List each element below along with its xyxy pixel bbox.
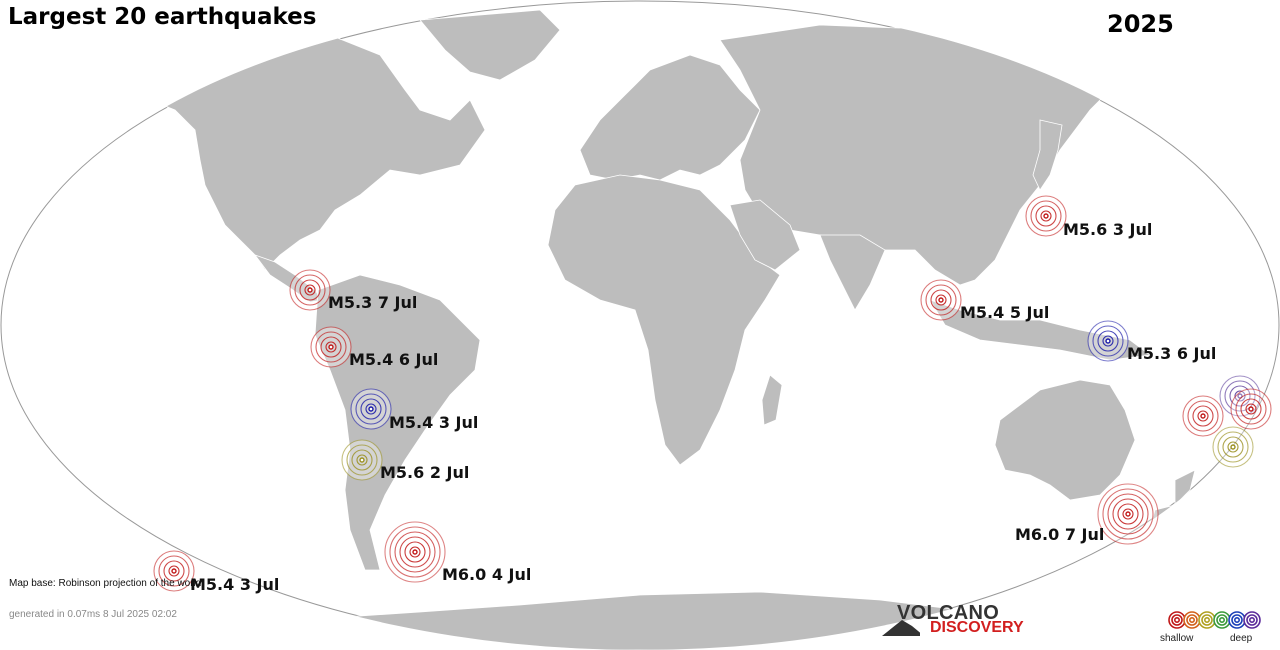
quake-marker-1[interactable] (289, 269, 331, 311)
quake-marker-9[interactable] (153, 550, 195, 592)
legend-ring-2-2 (1204, 616, 1211, 623)
quake-marker-5[interactable] (350, 388, 392, 430)
quake-label-2[interactable]: M5.4 5 Jul (960, 303, 1049, 322)
quake-marker-2[interactable] (920, 279, 962, 321)
legend-ring-1-1 (1186, 614, 1198, 626)
map-base-note: Map base: Robinson projection of the wor… (9, 578, 202, 589)
quake-marker-7[interactable] (1097, 483, 1159, 545)
legend-deep-label: deep (1230, 633, 1253, 644)
quake-marker-extra-0[interactable] (1182, 395, 1224, 437)
legend-ring-5-2 (1249, 616, 1256, 623)
quake-label-5[interactable]: M5.4 3 Jul (389, 413, 478, 432)
legend-ring-3-2 (1219, 616, 1226, 623)
legend-ring-5-1 (1246, 614, 1258, 626)
land-australia (994, 379, 1136, 501)
land-south-america (314, 274, 481, 571)
year-label: 2025 (1107, 10, 1174, 38)
quake-label-9[interactable]: M5.4 3 Jul (190, 575, 279, 594)
quake-marker-extra-2[interactable] (1230, 388, 1272, 430)
quake-label-7[interactable]: M6.0 7 Jul (1015, 525, 1104, 544)
quake-label-4[interactable]: M5.3 6 Jul (1127, 344, 1216, 363)
legend-ring-3-1 (1216, 614, 1228, 626)
volcano-discovery-logo[interactable]: VOLCANO DISCOVERY (880, 602, 1030, 640)
depth-legend (1168, 611, 1261, 629)
land-indonesia (929, 299, 1152, 361)
quake-label-3[interactable]: M5.4 6 Jul (349, 350, 438, 369)
quake-marker-6[interactable] (341, 439, 383, 481)
land-japan (1032, 119, 1063, 191)
legend-shallow-label: shallow (1160, 633, 1194, 644)
quake-label-8[interactable]: M6.0 4 Jul (442, 565, 531, 584)
quake-marker-3[interactable] (310, 326, 352, 368)
quake-label-6[interactable]: M5.6 2 Jul (380, 463, 469, 482)
legend-ring-0-1 (1171, 614, 1183, 626)
quake-label-0[interactable]: M5.6 3 Jul (1063, 220, 1152, 239)
legend-ring-0-2 (1174, 616, 1181, 623)
quake-label-1[interactable]: M5.3 7 Jul (328, 293, 417, 312)
logo-line1: VOLCANO (897, 602, 1000, 624)
land-north-america (149, 34, 486, 271)
legend-ring-4-1 (1231, 614, 1243, 626)
quake-marker-0[interactable] (1025, 195, 1067, 237)
quake-marker-extra-3[interactable] (1212, 426, 1254, 468)
land-arabia (729, 199, 801, 271)
logo-line2: DISCOVERY (930, 619, 1024, 636)
generated-note: generated in 0.07ms 8 Jul 2025 02:02 (9, 609, 177, 620)
land-africa (547, 174, 781, 466)
quake-marker-4[interactable] (1087, 320, 1129, 362)
legend-ring-4-2 (1234, 616, 1241, 623)
legend-ring-1-2 (1189, 616, 1196, 623)
land-madagascar (761, 374, 783, 426)
quake-marker-8[interactable] (384, 521, 446, 583)
page-title: Largest 20 earthquakes (8, 4, 317, 30)
legend-ring-2-1 (1201, 614, 1213, 626)
land-india (819, 234, 886, 311)
quake-marker-extra-1[interactable] (1219, 375, 1261, 417)
volcano-icon (882, 620, 920, 636)
land-greenland (419, 9, 561, 81)
